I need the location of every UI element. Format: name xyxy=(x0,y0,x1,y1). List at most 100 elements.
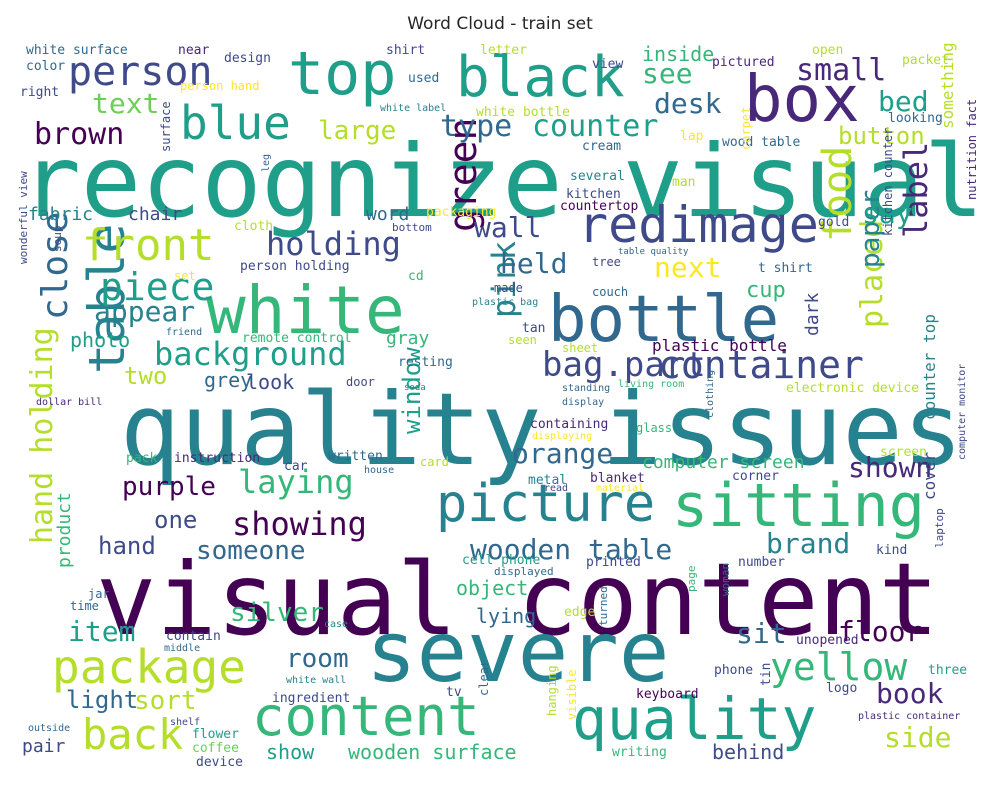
word-191: shelf xyxy=(170,717,201,728)
word-197: writing xyxy=(612,745,667,760)
word-162: read xyxy=(544,483,569,494)
word-54: orange xyxy=(512,437,614,470)
word-194: device xyxy=(196,755,243,770)
word-104: person hand xyxy=(180,79,260,93)
word-63: silver xyxy=(230,598,324,628)
word-60: hand xyxy=(98,532,156,560)
word-105: white label xyxy=(380,103,447,114)
word-112: several xyxy=(570,169,625,184)
word-122: tree xyxy=(592,255,621,269)
word-27: holding xyxy=(266,225,401,263)
word-17: back xyxy=(82,710,184,759)
chart-title: Word Cloud - train set xyxy=(407,14,593,34)
word-135: sheet xyxy=(562,341,599,355)
word-152: screen xyxy=(880,445,927,460)
word-18: blue xyxy=(180,96,291,150)
word-9: sitting xyxy=(672,471,925,541)
word-164: corner xyxy=(732,469,779,484)
word-109: looking xyxy=(888,111,943,126)
word-80: fabric xyxy=(28,204,94,225)
word-185: phone xyxy=(714,663,754,678)
word-14: redimage xyxy=(578,196,819,254)
word-43: desk xyxy=(654,87,722,120)
word-146: display xyxy=(562,397,605,408)
word-143: standing xyxy=(562,383,611,394)
word-38: appear xyxy=(94,295,196,328)
word-101: pictured xyxy=(712,55,775,70)
word-93: color xyxy=(26,59,66,74)
word-103: packet xyxy=(902,53,949,68)
word-119: gold xyxy=(818,215,850,230)
word-0: recognize visual xyxy=(20,123,984,240)
word-97: shirt xyxy=(386,43,426,58)
word-83: product xyxy=(54,492,75,568)
word-111: surface xyxy=(159,101,173,152)
word-2: visual content xyxy=(96,541,939,658)
word-85: lying xyxy=(476,604,537,628)
word-141: door xyxy=(346,375,375,389)
word-30: counter xyxy=(532,109,659,144)
word-196: visible xyxy=(565,669,579,720)
word-186: tin xyxy=(759,662,774,686)
word-75: look xyxy=(246,370,295,394)
word-132: tan xyxy=(522,321,546,336)
word-55: shown xyxy=(848,451,933,484)
word-79: chair xyxy=(128,204,183,225)
word-45: button xyxy=(838,122,925,150)
word-33: bag.part xyxy=(542,345,706,385)
word-136: friend xyxy=(166,327,203,338)
word-15: front xyxy=(82,220,215,271)
word-165: cell phone xyxy=(462,553,541,568)
word-189: keyboard xyxy=(636,687,699,702)
word-98: letter xyxy=(480,43,527,58)
word-41: small xyxy=(796,53,887,88)
word-156: written xyxy=(328,449,383,464)
word-187: three xyxy=(928,663,968,678)
word-193: coffee xyxy=(192,741,239,756)
word-125: wonderful view xyxy=(17,171,30,264)
word-121: bottom xyxy=(392,221,432,234)
word-96: design xyxy=(224,51,271,66)
word-81: word xyxy=(366,204,410,225)
word-29: laying xyxy=(238,463,354,501)
word-73: behind xyxy=(712,740,785,764)
word-160: metal xyxy=(528,473,568,488)
word-177: case xyxy=(324,619,349,630)
word-28: showing xyxy=(232,505,367,543)
word-7: bottle xyxy=(548,283,780,357)
word-42: see xyxy=(642,57,693,90)
word-108: wood table xyxy=(722,135,801,150)
word-198: outside xyxy=(28,723,71,734)
word-5: quality xyxy=(572,685,817,753)
word-115: countertop xyxy=(560,199,639,214)
word-74: pair xyxy=(22,736,66,757)
word-99: used xyxy=(408,71,440,86)
word-190: plastic container xyxy=(858,711,961,722)
word-134: seen xyxy=(508,333,537,347)
word-12: box xyxy=(744,63,860,137)
word-26: background xyxy=(154,335,347,373)
word-62: item xyxy=(68,615,136,648)
word-31: wooden table xyxy=(470,533,673,566)
word-176: turned xyxy=(597,586,610,626)
word-20: piece xyxy=(100,265,215,309)
word-23: container xyxy=(658,343,864,387)
word-67: sit xyxy=(736,617,787,650)
word-145: electronic device xyxy=(786,381,920,396)
word-126: soup xyxy=(51,225,64,253)
word-86: computer screen xyxy=(642,452,805,473)
word-155: instruction xyxy=(174,451,261,466)
word-175: edge xyxy=(564,605,596,620)
word-139: kitchen counter xyxy=(881,127,895,236)
word-92: white surface xyxy=(26,43,128,58)
word-124: t shirt xyxy=(758,261,813,276)
word-150: containing xyxy=(530,417,609,432)
word-94: right xyxy=(20,85,60,100)
word-166: displayed xyxy=(494,565,554,578)
word-192: flower xyxy=(192,727,239,742)
word-66: light xyxy=(66,686,139,714)
word-4: content xyxy=(252,685,480,748)
word-120: cloth xyxy=(234,219,274,234)
word-116: carpet xyxy=(739,106,753,150)
word-39: text xyxy=(92,87,160,120)
